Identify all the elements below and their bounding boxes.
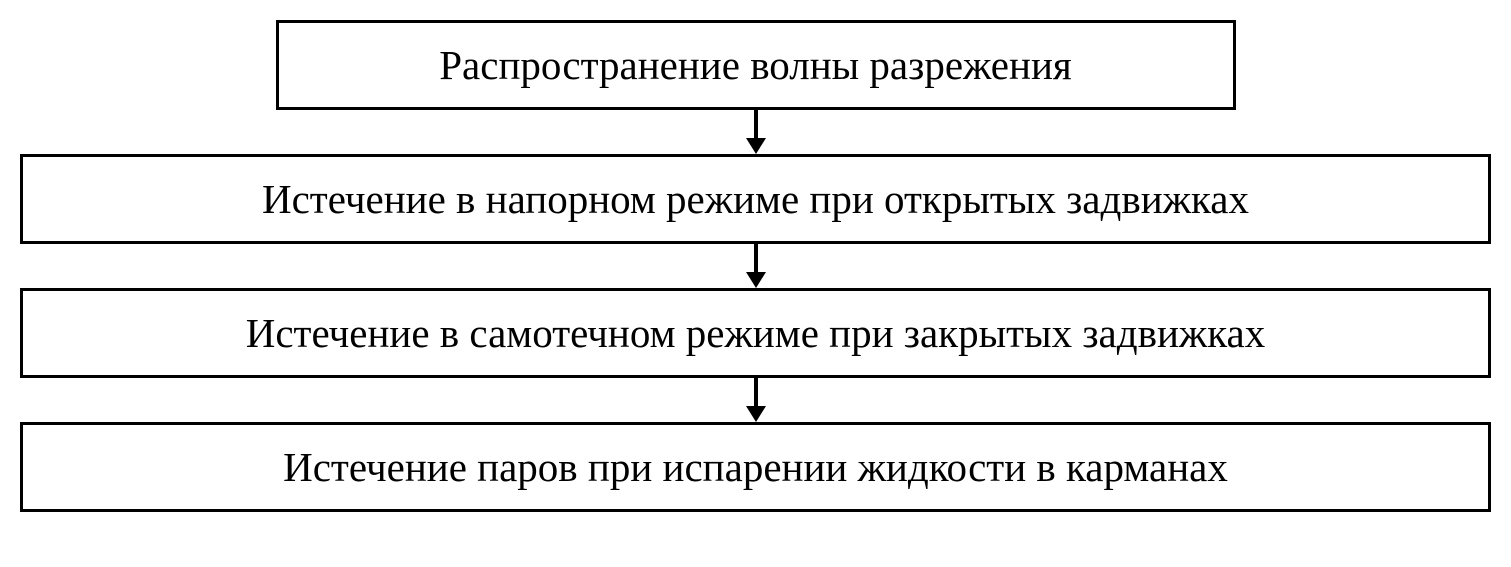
flow-node-3-label: Истечение в самотечном режиме при закрыт… bbox=[246, 309, 1265, 357]
arrow-down-icon bbox=[746, 138, 766, 154]
flow-node-1: Распространение волны разрежения bbox=[276, 20, 1236, 110]
arrow-line-icon bbox=[754, 244, 758, 272]
flow-node-2-label: Истечение в напорном режиме при открытых… bbox=[262, 175, 1249, 223]
flow-node-4: Истечение паров при испарении жидкости в… bbox=[20, 422, 1491, 512]
arrow-down-icon bbox=[746, 406, 766, 422]
flow-arrow-3 bbox=[746, 378, 766, 422]
flow-arrow-2 bbox=[746, 244, 766, 288]
flowchart-container: Распространение волны разрежения Истечен… bbox=[20, 20, 1491, 512]
arrow-down-icon bbox=[746, 272, 766, 288]
flow-node-2: Истечение в напорном режиме при открытых… bbox=[20, 154, 1491, 244]
arrow-line-icon bbox=[754, 378, 758, 406]
arrow-line-icon bbox=[754, 110, 758, 138]
flow-arrow-1 bbox=[746, 110, 766, 154]
flow-node-4-label: Истечение паров при испарении жидкости в… bbox=[283, 443, 1228, 491]
flow-node-3: Истечение в самотечном режиме при закрыт… bbox=[20, 288, 1491, 378]
flow-node-1-label: Распространение волны разрежения bbox=[439, 41, 1072, 89]
